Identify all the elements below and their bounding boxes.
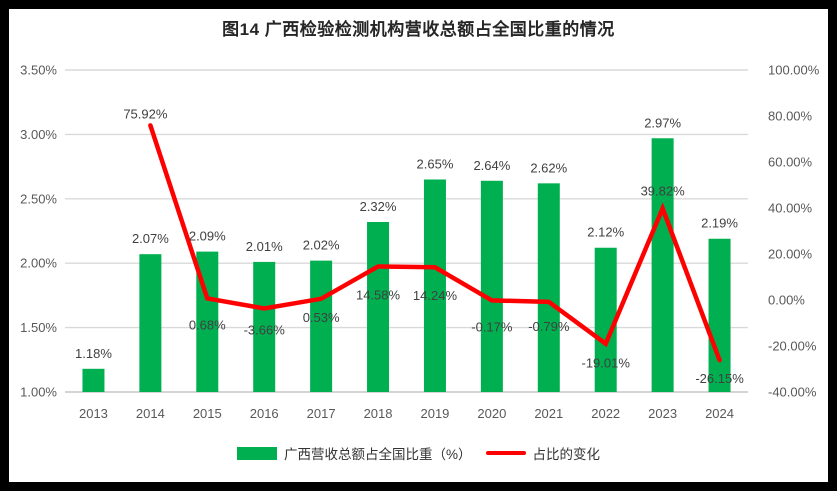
- line-data-label: 75.92%: [123, 106, 168, 121]
- line-data-label: -19.01%: [581, 356, 630, 371]
- line-series: [148, 123, 722, 363]
- bar: [594, 247, 617, 392]
- line-data-label: -26.15%: [695, 371, 744, 386]
- bar: [480, 180, 503, 392]
- x-axis-tick-label: 2019: [420, 406, 449, 421]
- line-data-label: 0.68%: [189, 317, 226, 332]
- x-axis-tick-label: 2023: [648, 406, 677, 421]
- bar-series-label: 广西营收总额占全国比重（%）: [283, 447, 472, 462]
- bar-data-label: 2.64%: [473, 158, 510, 173]
- bar: [537, 183, 560, 392]
- left-axis-tick-label: 3.00%: [20, 127, 57, 142]
- x-axis-tick-label: 2020: [477, 406, 506, 421]
- left-axis-tick-label: 1.50%: [20, 320, 57, 335]
- bar-data-label: 2.65%: [417, 156, 454, 171]
- bar-series-swatch: [236, 446, 277, 460]
- x-axis-tick-label: 2024: [705, 406, 734, 421]
- x-axis-tick-label: 2018: [364, 406, 393, 421]
- bar-data-label: 1.18%: [75, 346, 112, 361]
- bar: [82, 368, 105, 392]
- line-data-label: -0.79%: [528, 319, 570, 334]
- bar-data-label: 2.97%: [644, 115, 681, 130]
- line-data-label: -3.66%: [244, 322, 286, 337]
- left-axis-tick-label: 2.00%: [20, 256, 57, 271]
- left-axis-tick-label: 2.50%: [20, 191, 57, 206]
- line-data-label: 14.24%: [413, 288, 458, 303]
- bar: [253, 261, 276, 392]
- left-axis-tick-label: 1.00%: [20, 385, 57, 400]
- bar-data-label: 2.02%: [303, 238, 340, 253]
- bar-data-label: 2.07%: [132, 231, 169, 246]
- x-axis-tick-label: 2022: [591, 406, 620, 421]
- right-axis-tick-label: 100.00%: [768, 63, 820, 78]
- right-axis-tick-label: 60.00%: [768, 155, 813, 170]
- bar-data-label: 2.32%: [360, 199, 397, 214]
- bar: [708, 238, 731, 392]
- bar: [310, 260, 333, 392]
- x-axis-tick-label: 2021: [534, 406, 563, 421]
- line-data-label: 0.53%: [303, 310, 340, 325]
- x-axis-tick-label: 2015: [193, 406, 222, 421]
- right-axis-tick-label: 20.00%: [768, 247, 813, 262]
- bar: [139, 254, 162, 392]
- bar: [651, 138, 674, 392]
- right-axis-tick-label: -20.00%: [768, 339, 817, 354]
- bar: [367, 221, 390, 392]
- legend: 广西营收总额占全国比重（%） 占比的变化: [0, 443, 837, 463]
- bar-data-label: 2.19%: [701, 216, 738, 231]
- bar-data-label: 2.09%: [189, 229, 226, 244]
- x-axis-tick-label: 2014: [136, 406, 165, 421]
- line-data-label: 14.58%: [356, 287, 401, 302]
- bar-data-label: 2.12%: [587, 225, 624, 240]
- x-axis-tick-label: 2013: [79, 406, 108, 421]
- line-series-label: 占比的变化: [532, 447, 601, 462]
- line-series-swatch: [485, 450, 526, 456]
- line-data-label: 39.82%: [641, 183, 686, 198]
- right-axis-tick-label: 80.00%: [768, 109, 813, 124]
- bar-data-label: 2.62%: [530, 160, 567, 175]
- right-axis-tick-label: 0.00%: [768, 293, 805, 308]
- x-axis-tick-label: 2016: [250, 406, 279, 421]
- bar: [423, 179, 446, 392]
- bar-data-label: 2.01%: [246, 239, 283, 254]
- legend-item-bar-series: 广西营收总额占全国比重（%）: [236, 443, 472, 463]
- chart-title: 图14 广西检验检测机构营收总额占全国比重的情况: [222, 20, 615, 39]
- right-axis-tick-label: 40.00%: [768, 201, 813, 216]
- x-axis-tick-label: 2017: [307, 406, 336, 421]
- line-data-label: -0.17%: [471, 319, 513, 334]
- left-axis-tick-label: 3.50%: [20, 63, 57, 78]
- right-axis-tick-label: -40.00%: [768, 385, 817, 400]
- legend-item-line-series: 占比的变化: [485, 443, 601, 463]
